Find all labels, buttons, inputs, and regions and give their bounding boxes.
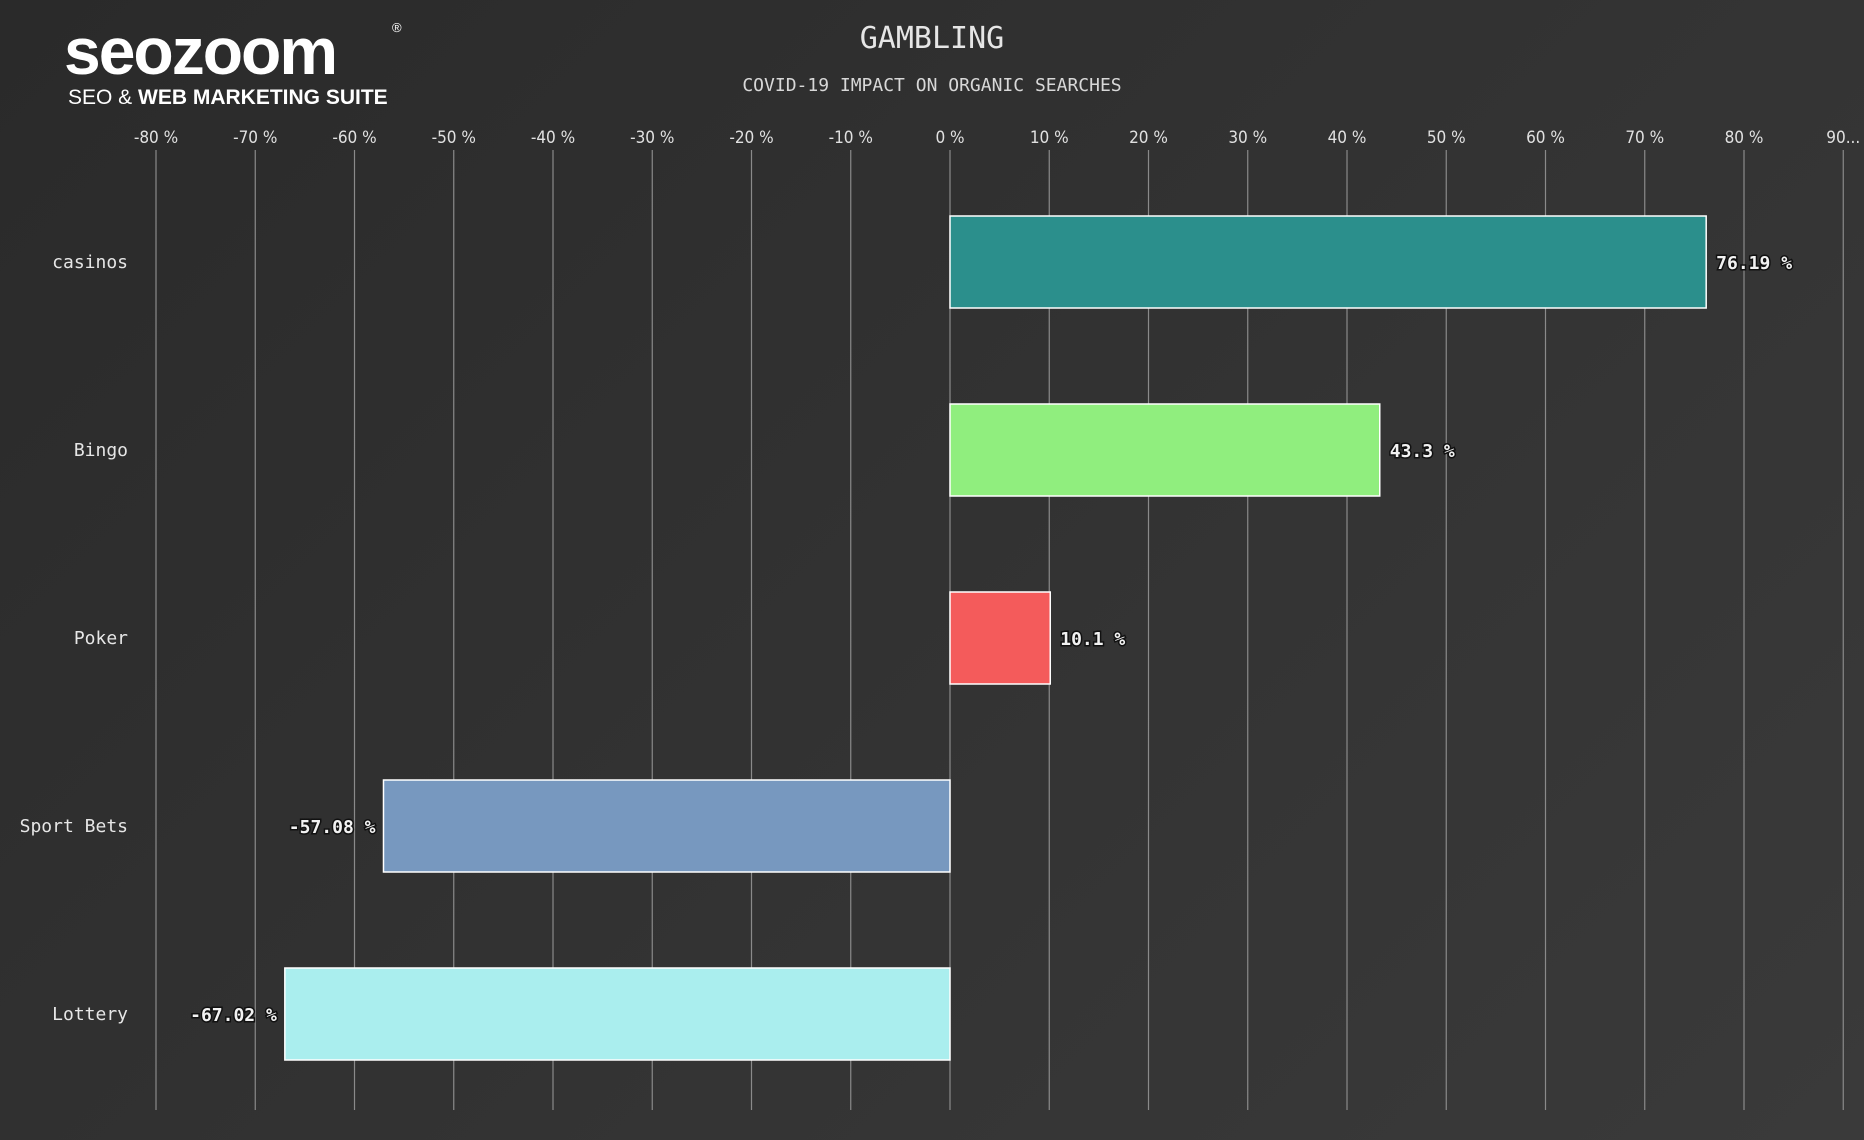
- x-tick-label: -30 %: [630, 128, 674, 148]
- category-label: casinos: [52, 252, 128, 273]
- x-tick-label: 90...: [1826, 128, 1860, 148]
- gridlines: [155, 150, 1844, 1110]
- data-label: 76.19 %: [1716, 253, 1792, 274]
- x-tick-label: 80 %: [1725, 128, 1764, 148]
- bar-casinos: [949, 215, 1707, 309]
- data-label: -57.08 %: [289, 817, 376, 838]
- x-tick-label: -20 %: [729, 128, 773, 148]
- x-tick-label: 10 %: [1030, 128, 1069, 148]
- chart-subtitle: COVID-19 IMPACT ON ORGANIC SEARCHES: [742, 75, 1121, 96]
- data-label: -67.02 %: [190, 1005, 277, 1026]
- x-tick-label: -60 %: [332, 128, 376, 148]
- bar-bingo: [949, 403, 1381, 497]
- x-tick-label: 60 %: [1526, 128, 1565, 148]
- x-tick-label: 40 %: [1328, 128, 1367, 148]
- x-tick-label: -40 %: [531, 128, 575, 148]
- x-tick-label: 30 %: [1228, 128, 1267, 148]
- x-axis-tick-labels: -80 % -70 % -60 % -50 % -40 % -30 % -20 % -10 %…: [134, 128, 1860, 148]
- data-label: 10.1 %: [1060, 629, 1125, 650]
- category-label: Lottery: [52, 1004, 128, 1025]
- x-tick-label: 70 %: [1625, 128, 1664, 148]
- x-tick-label: -10 %: [829, 128, 873, 148]
- seozoom-logo: seozoom ® SEO & WEB MARKETING SUITE: [64, 18, 424, 110]
- x-tick-label: -50 %: [432, 128, 476, 148]
- bars: [284, 215, 1707, 1061]
- logo-tagline: SEO & WEB MARKETING SUITE: [68, 86, 388, 110]
- bar-poker: [949, 591, 1051, 685]
- registered-mark: ®: [392, 20, 402, 35]
- x-tick-label: -80 %: [134, 128, 178, 148]
- x-tick-label: 20 %: [1129, 128, 1168, 148]
- logo-tagline-bold: WEB MARKETING SUITE: [138, 86, 388, 109]
- value-labels: 76.19 % 43.3 % 10.1 % -57.08 % -67.02 %: [189, 252, 1794, 1028]
- logo-wordmark: seozoom: [64, 14, 338, 88]
- category-label: Sport Bets: [20, 816, 128, 837]
- logo-tagline-prefix: SEO &: [68, 86, 139, 109]
- bar-sport-bets: [382, 779, 951, 873]
- bar-lottery: [284, 967, 951, 1061]
- category-labels: casinos Bingo Poker Sport Bets Lottery: [20, 252, 129, 1025]
- x-tick-label: 50 %: [1427, 128, 1466, 148]
- x-tick-label: 0 %: [935, 128, 964, 148]
- chart-title: GAMBLING: [860, 21, 1005, 56]
- category-label: Bingo: [74, 440, 128, 461]
- x-tick-label: -70 %: [233, 128, 277, 148]
- data-label: 43.3 %: [1390, 441, 1455, 462]
- category-label: Poker: [74, 628, 128, 649]
